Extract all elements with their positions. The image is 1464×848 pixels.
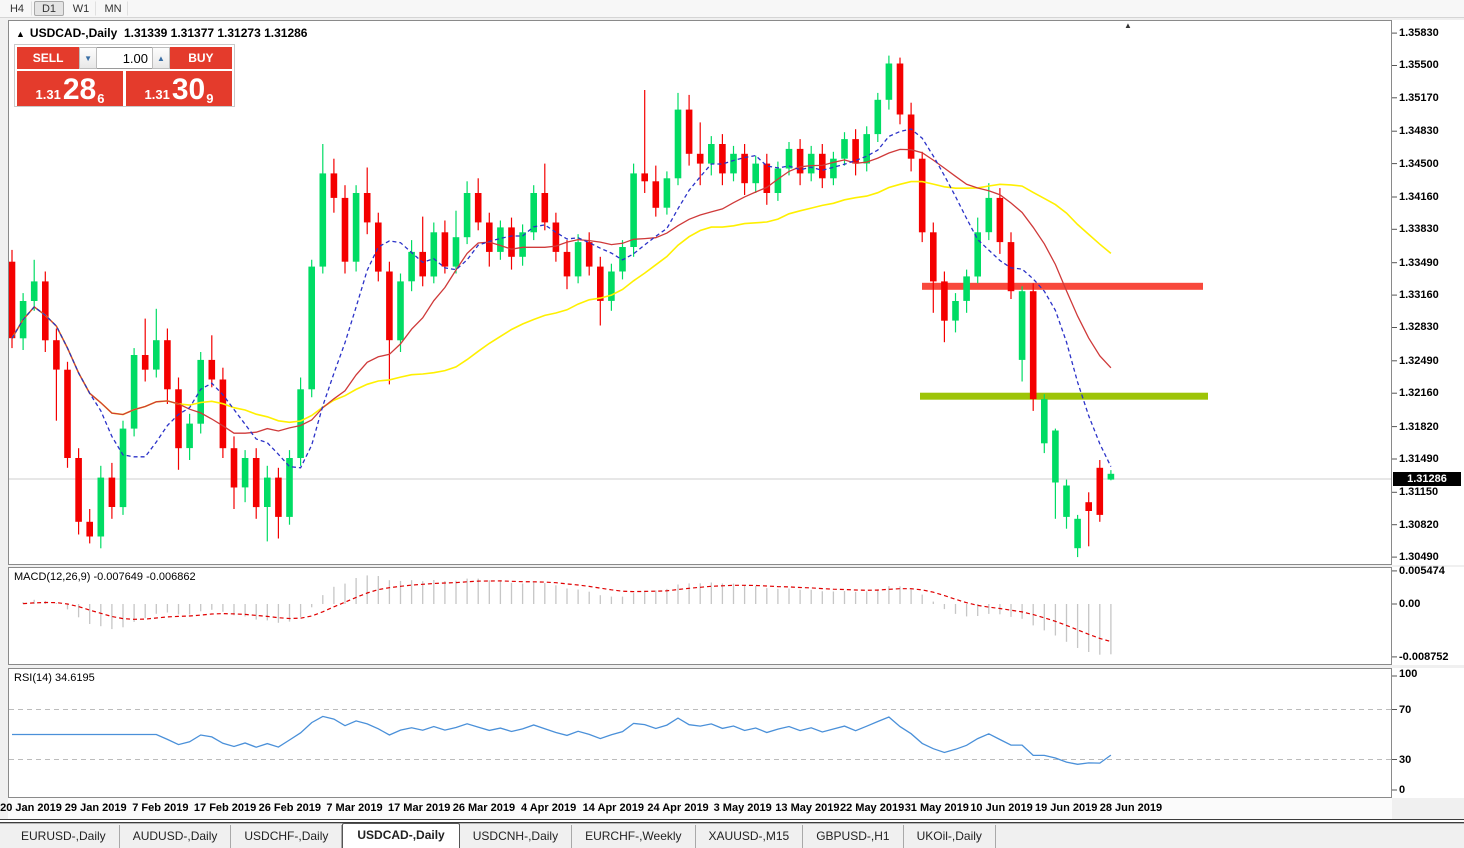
timeframe-button-w1[interactable]: W1 (66, 1, 96, 16)
window-bottom-border (0, 819, 1464, 823)
buy-price-base: 1.31 (144, 87, 170, 102)
price-axis-label: 1.34830 (1399, 125, 1439, 138)
price-axis-label: 1.33160 (1399, 289, 1439, 302)
price-axis-label: 1.33490 (1399, 256, 1439, 269)
date-axis-label: 26 Feb 2019 (258, 802, 321, 814)
price-axis-label: 1.35830 (1399, 27, 1439, 40)
one-click-trading-panel: SELL ▼ ▲ BUY 1.31 28 6 1.31 30 9 (14, 44, 235, 107)
price-axis-label: 1.31820 (1399, 420, 1439, 433)
price-axis-label: 1.31150 (1399, 486, 1439, 499)
chart-tab-bar: EURUSD-,Daily AUDUSD-,Daily USDCHF-,Daily U… (0, 823, 1464, 848)
volume-decrease-button[interactable]: ▼ (79, 47, 97, 69)
date-axis-label: 14 Apr 2019 (582, 802, 644, 814)
macd-axis-label: -0.008752 (1399, 650, 1449, 663)
volume-input[interactable] (97, 47, 152, 69)
price-axis-label: 1.32490 (1399, 354, 1439, 367)
date-axis-label: 17 Mar 2019 (387, 802, 451, 814)
tab-xauusd-m15[interactable]: XAUUSD-,M15 (696, 825, 804, 848)
price-axis-label: 1.32830 (1399, 321, 1439, 334)
chart-title: ▲ USDCAD-,Daily 1.31339 1.31377 1.31273 1… (16, 26, 307, 40)
date-axis-label: 29 Jan 2019 (64, 802, 127, 814)
rsi-label: RSI(14) 34.6195 (14, 672, 95, 684)
tab-audusd-daily[interactable]: AUDUSD-,Daily (120, 825, 232, 848)
buy-button[interactable]: BUY (169, 47, 232, 69)
price-axis-label: 1.31490 (1399, 452, 1439, 465)
sell-price-point: 6 (97, 91, 105, 106)
tab-gbpusd-h1[interactable]: GBPUSD-,H1 (803, 825, 904, 848)
timeframe-button-d1[interactable]: D1 (34, 1, 64, 16)
price-axis-label: 1.33830 (1399, 223, 1439, 236)
price-axis-label: 1.30820 (1399, 518, 1439, 531)
price-axis-label: 1.34500 (1399, 157, 1439, 170)
spinner-down-icon: ▼ (84, 53, 93, 63)
price-chart-pane[interactable] (8, 20, 1392, 565)
date-axis-label: 19 Jun 2019 (1035, 802, 1098, 814)
date-axis-label: 28 Jun 2019 (1099, 802, 1163, 814)
date-axis-label: 24 Apr 2019 (647, 802, 709, 814)
macd-axis-label: 0.00 (1399, 598, 1421, 610)
price-axis-label: 1.35170 (1399, 91, 1439, 104)
timeframe-button-h4[interactable]: H4 (2, 1, 32, 16)
tab-ukoil-daily[interactable]: UKOil-,Daily (904, 825, 996, 848)
tab-usdchf-daily[interactable]: USDCHF-,Daily (231, 825, 343, 848)
date-axis-label: 4 Apr 2019 (520, 802, 577, 814)
price-axis-label: 1.35500 (1399, 59, 1439, 72)
buy-price-point: 9 (206, 91, 214, 106)
date-axis-label: 26 Mar 2019 (452, 802, 516, 814)
sell-button[interactable]: SELL (17, 47, 80, 69)
spinner-up-icon: ▲ (156, 53, 165, 63)
date-axis-label: 10 Jun 2019 (970, 802, 1033, 814)
sell-price-panel[interactable]: 1.31 28 6 (17, 71, 123, 106)
date-axis-label: 7 Mar 2019 (326, 802, 383, 814)
date-axis-label: 7 Feb 2019 (132, 802, 189, 814)
date-axis-label: 3 May 2019 (713, 802, 772, 814)
date-axis-label: 17 Feb 2019 (193, 802, 257, 814)
date-axis-label: 20 Jan 2019 (0, 802, 62, 814)
volume-increase-button[interactable]: ▲ (152, 47, 170, 69)
buy-price-panel[interactable]: 1.31 30 9 (126, 71, 232, 106)
rsi-pane[interactable] (8, 668, 1392, 798)
tab-eurchf-weekly[interactable]: EURCHF-,Weekly (572, 825, 696, 848)
rsi-axis-label: 30 (1399, 753, 1412, 766)
tab-usdcnh-daily[interactable]: USDCNH-,Daily (460, 825, 573, 848)
price-axis-label: 1.32160 (1399, 387, 1439, 400)
sell-price-base: 1.31 (35, 87, 61, 102)
tab-eurusd-daily[interactable]: EURUSD-,Daily (8, 825, 120, 848)
macd-axis[interactable] (1392, 567, 1464, 665)
macd-label: MACD(12,26,9) -0.007649 -0.006862 (14, 571, 196, 583)
date-axis-label: 13 May 2019 (775, 802, 840, 814)
date-axis[interactable] (8, 798, 1392, 819)
rsi-axis-label: 0 (1399, 784, 1406, 796)
tab-usdcad-daily[interactable]: USDCAD-,Daily (342, 823, 460, 848)
date-axis-label: 22 May 2019 (839, 802, 905, 814)
chart-symbol-label: USDCAD-,Daily (29, 26, 118, 40)
collapse-arrow-icon[interactable]: ▲ (16, 29, 25, 39)
autoscroll-marker-icon: ▲ (1124, 21, 1132, 30)
timeframe-toolbar: H4 D1 W1 MN (0, 0, 1464, 18)
chart-ohlc-values: 1.31339 1.31377 1.31273 1.31286 (123, 26, 308, 40)
rsi-axis-label: 100 (1399, 668, 1418, 680)
macd-axis-label: 0.005474 (1399, 564, 1445, 577)
rsi-axis[interactable] (1392, 668, 1464, 798)
buy-price-pips: 30 (171, 73, 206, 106)
price-axis-label: 1.30490 (1399, 551, 1439, 564)
sell-price-pips: 28 (62, 73, 97, 106)
date-axis-label: 31 May 2019 (904, 802, 969, 814)
rsi-axis-label: 70 (1399, 703, 1412, 716)
price-axis-label: 1.34160 (1399, 190, 1439, 203)
timeframe-button-mn[interactable]: MN (98, 1, 128, 16)
current-price-tag: 1.31286 (1393, 471, 1461, 486)
